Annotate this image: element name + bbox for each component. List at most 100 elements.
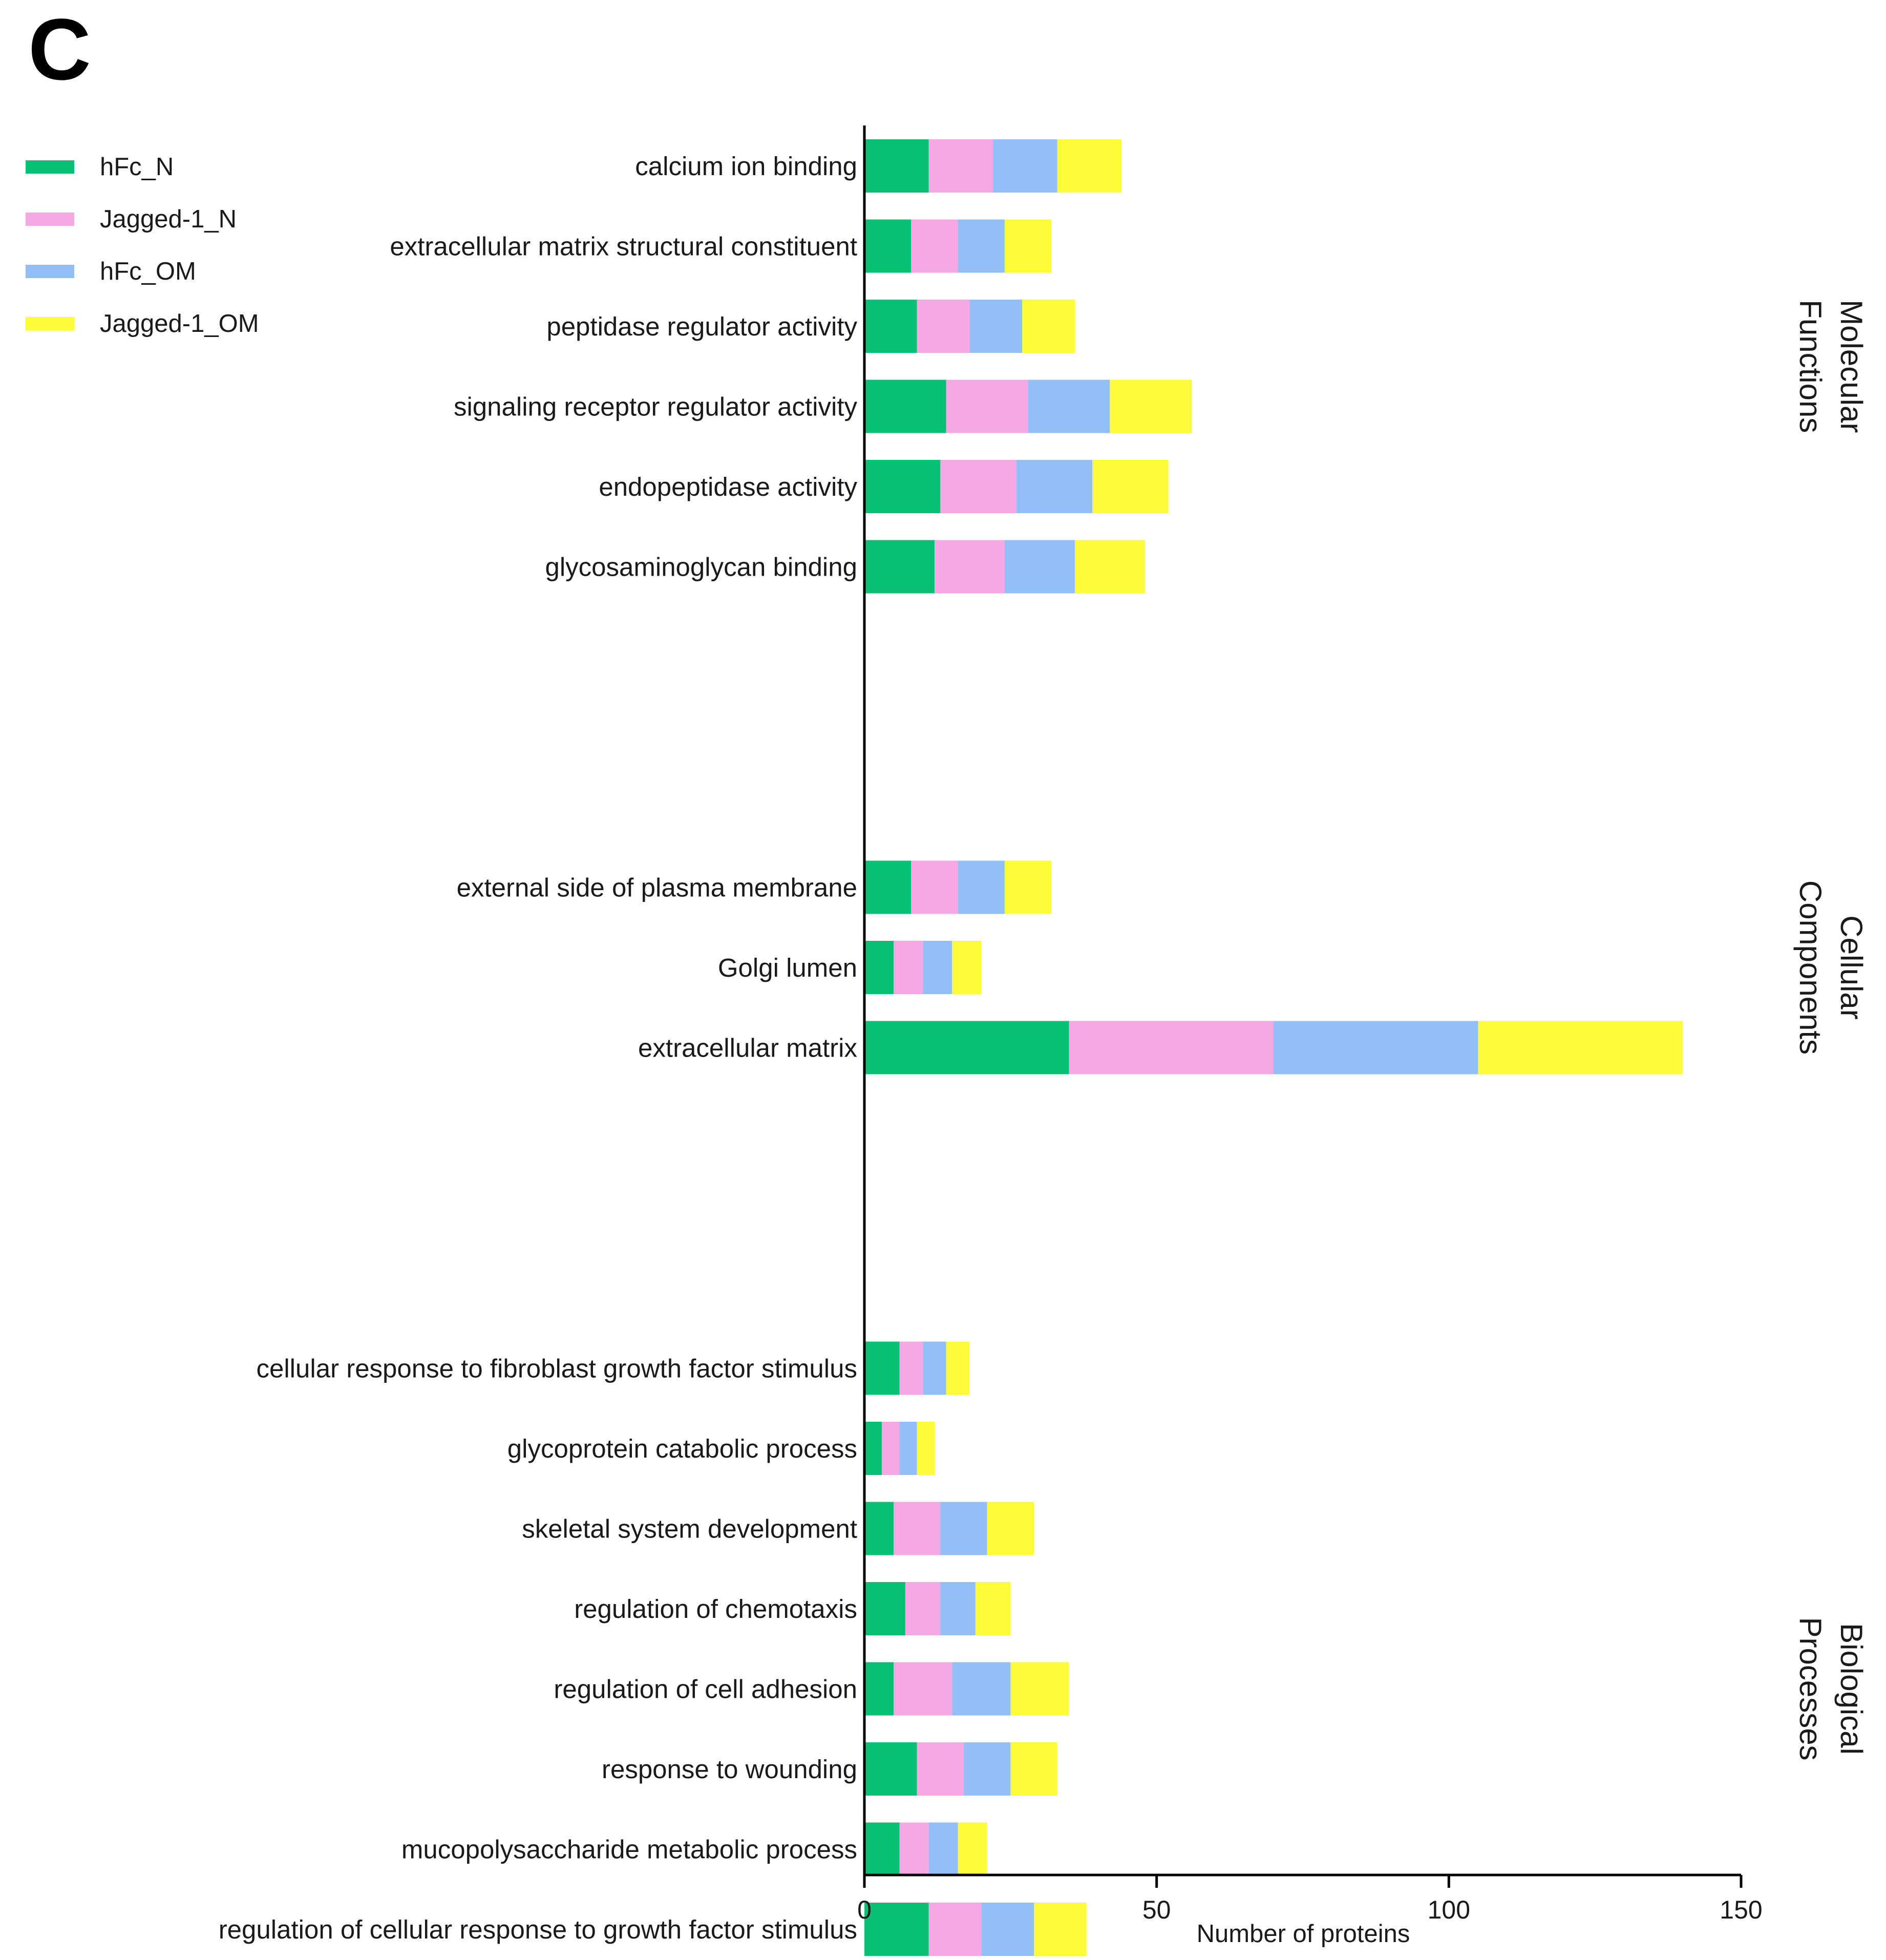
bar-segment-hfc-om-skeletal-system-development [940, 1502, 987, 1555]
category-label-mucopolysaccharide-metabolic-process: mucopolysaccharide metabolic process [401, 1835, 857, 1864]
bars [864, 139, 1683, 1956]
category-label-calcium-ion-binding: calcium ion binding [635, 152, 857, 181]
bar-segment-hfc-n-response-to-wounding [864, 1742, 917, 1796]
bar-segment-jagged-1-n-regulation-of-cellular-response-to-growth-factor-stimulus [928, 1903, 982, 1956]
bar-segment-jagged-1-n-signaling-receptor-regulator-activity [946, 380, 1028, 433]
bar-segment-jagged-1-om-regulation-of-chemotaxis [975, 1582, 1011, 1635]
category-label-regulation-of-cellular-response-to-growth-factor-stimulus: regulation of cellular response to growt… [219, 1915, 857, 1944]
legend-swatch-hfc-om [26, 265, 74, 278]
bar-segment-jagged-1-n-regulation-of-chemotaxis [905, 1582, 941, 1635]
legend: hFc_N Jagged-1_N hFc_OM Jagged-1_OM [26, 153, 259, 338]
bar-segment-jagged-1-om-glycosaminoglycan-binding [1074, 540, 1145, 594]
bar-segment-hfc-om-glycoprotein-catabolic-process [899, 1422, 917, 1475]
category-label-response-to-wounding: response to wounding [602, 1755, 857, 1784]
bar-segment-jagged-1-om-calcium-ion-binding [1057, 139, 1122, 193]
bar-segment-jagged-1-n-glycosaminoglycan-binding [934, 540, 1005, 594]
bar-segment-hfc-n-peptidase-regulator-activity [864, 300, 917, 353]
panel-label: C [28, 1, 91, 98]
bar-segment-jagged-1-n-cellular-response-to-fibroblast-growth-factor-stimulus [899, 1341, 923, 1395]
category-label-glycosaminoglycan-binding: glycosaminoglycan binding [545, 553, 857, 582]
bar-segment-hfc-n-signaling-receptor-regulator-activity [864, 380, 946, 433]
category-label-endopeptidase-activity: endopeptidase activity [599, 472, 857, 501]
bar-segment-jagged-1-om-extracellular-matrix [1478, 1021, 1683, 1074]
category-label-signaling-receptor-regulator-activity: signaling receptor regulator activity [454, 392, 858, 421]
legend-label-hfc-n: hFc_N [100, 153, 174, 181]
bar-segment-hfc-n-regulation-of-cellular-response-to-growth-factor-stimulus [864, 1903, 929, 1956]
bar-segment-hfc-n-external-side-of-plasma-membrane [864, 860, 912, 914]
bar-segment-hfc-n-regulation-of-cell-adhesion [864, 1662, 894, 1716]
group-label-biological-processes: BiologicalProcesses [1793, 1617, 1869, 1760]
category-label-external-side-of-plasma-membrane: external side of plasma membrane [457, 873, 857, 902]
bar-segment-hfc-n-golgi-lumen [864, 941, 894, 994]
category-label-regulation-of-chemotaxis: regulation of chemotaxis [574, 1594, 857, 1624]
category-label-golgi-lumen: Golgi lumen [718, 953, 857, 982]
bar-segment-hfc-om-endopeptidase-activity [1016, 460, 1093, 513]
bar-segment-hfc-n-skeletal-system-development [864, 1502, 894, 1555]
legend-label-jagged-1-n: Jagged-1_N [100, 205, 237, 233]
bar-segment-jagged-1-n-external-side-of-plasma-membrane [911, 860, 958, 914]
bar-segment-jagged-1-om-endopeptidase-activity [1092, 460, 1169, 513]
group-label-molecular-functions: MolecularFunctions [1793, 300, 1869, 433]
bar-segment-hfc-om-golgi-lumen [923, 941, 952, 994]
bar-segment-hfc-om-extracellular-matrix [1273, 1021, 1478, 1074]
bar-segment-hfc-om-cellular-response-to-fibroblast-growth-factor-stimulus [923, 1341, 946, 1395]
bar-segment-hfc-om-mucopolysaccharide-metabolic-process [928, 1822, 958, 1876]
category-label-extracellular-matrix-structural-constituent: extracellular matrix structural constitu… [390, 232, 857, 261]
bar-segment-jagged-1-n-golgi-lumen [894, 941, 923, 994]
bar-segment-jagged-1-om-regulation-of-cell-adhesion [1010, 1662, 1069, 1716]
bar-segment-jagged-1-om-response-to-wounding [1010, 1742, 1057, 1796]
category-label-extracellular-matrix: extracellular matrix [638, 1034, 857, 1063]
bar-segment-jagged-1-om-extracellular-matrix-structural-constituent [1004, 219, 1052, 273]
bar-segment-jagged-1-om-mucopolysaccharide-metabolic-process [958, 1822, 987, 1876]
legend-swatch-hfc-n [26, 160, 74, 174]
bar-segment-hfc-n-calcium-ion-binding [864, 139, 929, 193]
category-label-cellular-response-to-fibroblast-growth-factor-stimulus: cellular response to fibroblast growth f… [256, 1354, 857, 1383]
legend-label-hfc-om: hFc_OM [100, 258, 196, 285]
bar-segment-jagged-1-n-regulation-of-cell-adhesion [894, 1662, 952, 1716]
bar-segment-hfc-n-regulation-of-chemotaxis [864, 1582, 905, 1635]
bar-segment-hfc-om-peptidase-regulator-activity [969, 300, 1023, 353]
bar-segment-hfc-n-endopeptidase-activity [864, 460, 941, 513]
bar-segment-hfc-om-response-to-wounding [964, 1742, 1011, 1796]
category-label-glycoprotein-catabolic-process: glycoprotein catabolic process [507, 1434, 857, 1463]
bar-segment-hfc-om-regulation-of-cellular-response-to-growth-factor-stimulus [981, 1903, 1034, 1956]
category-label-peptidase-regulator-activity: peptidase regulator activity [546, 312, 857, 341]
bar-segment-jagged-1-n-peptidase-regulator-activity [917, 300, 970, 353]
group-label-cellular-components: CellularComponents [1793, 880, 1869, 1055]
bar-segment-hfc-n-glycoprotein-catabolic-process [864, 1422, 882, 1475]
bar-segment-jagged-1-om-skeletal-system-development [987, 1502, 1034, 1555]
bar-segment-jagged-1-om-golgi-lumen [952, 941, 982, 994]
bar-segment-hfc-n-extracellular-matrix [864, 1021, 1069, 1074]
x-axis: 0 50 100 150 [857, 1873, 1763, 1924]
x-tick-label-100: 100 [1428, 1895, 1470, 1924]
bar-segment-jagged-1-om-cellular-response-to-fibroblast-growth-factor-stimulus [946, 1341, 970, 1395]
category-label-regulation-of-cell-adhesion: regulation of cell adhesion [554, 1675, 857, 1704]
bar-segment-jagged-1-n-calcium-ion-binding [928, 139, 993, 193]
bar-segment-jagged-1-om-peptidase-regulator-activity [1022, 300, 1075, 353]
bar-segment-hfc-om-glycosaminoglycan-binding [1004, 540, 1075, 594]
legend-label-jagged-1-om: Jagged-1_OM [100, 310, 259, 338]
x-tick-label-150: 150 [1720, 1895, 1762, 1924]
category-label-skeletal-system-development: skeletal system development [522, 1514, 857, 1544]
bar-segment-hfc-om-regulation-of-cell-adhesion [952, 1662, 1011, 1716]
bar-segment-jagged-1-n-endopeptidase-activity [940, 460, 1016, 513]
bar-segment-jagged-1-n-extracellular-matrix-structural-constituent [911, 219, 958, 273]
bar-segment-hfc-n-glycosaminoglycan-binding [864, 540, 935, 594]
bar-segment-hfc-om-regulation-of-chemotaxis [940, 1582, 976, 1635]
bar-segment-jagged-1-n-mucopolysaccharide-metabolic-process [899, 1822, 929, 1876]
bar-segment-hfc-om-signaling-receptor-regulator-activity [1028, 380, 1110, 433]
x-tick-label-0: 0 [857, 1895, 872, 1924]
legend-swatch-jagged-1-n [26, 213, 74, 226]
category-labels: calcium ion binding extracellular matrix … [219, 152, 858, 1944]
bar-segment-hfc-om-external-side-of-plasma-membrane [958, 860, 1005, 914]
legend-swatch-jagged-1-om [26, 317, 74, 330]
bar-segment-hfc-n-mucopolysaccharide-metabolic-process [864, 1822, 900, 1876]
group-labels: MolecularFunctions CellularComponents Biol… [1793, 300, 1869, 1760]
bar-segment-jagged-1-n-glycoprotein-catabolic-process [882, 1422, 900, 1475]
bar-segment-jagged-1-om-external-side-of-plasma-membrane [1004, 860, 1052, 914]
x-axis-title: Number of proteins [1197, 1920, 1410, 1948]
bar-segment-jagged-1-n-skeletal-system-development [894, 1502, 941, 1555]
bar-segment-jagged-1-om-signaling-receptor-regulator-activity [1110, 380, 1192, 433]
bar-segment-hfc-om-calcium-ion-binding [993, 139, 1057, 193]
